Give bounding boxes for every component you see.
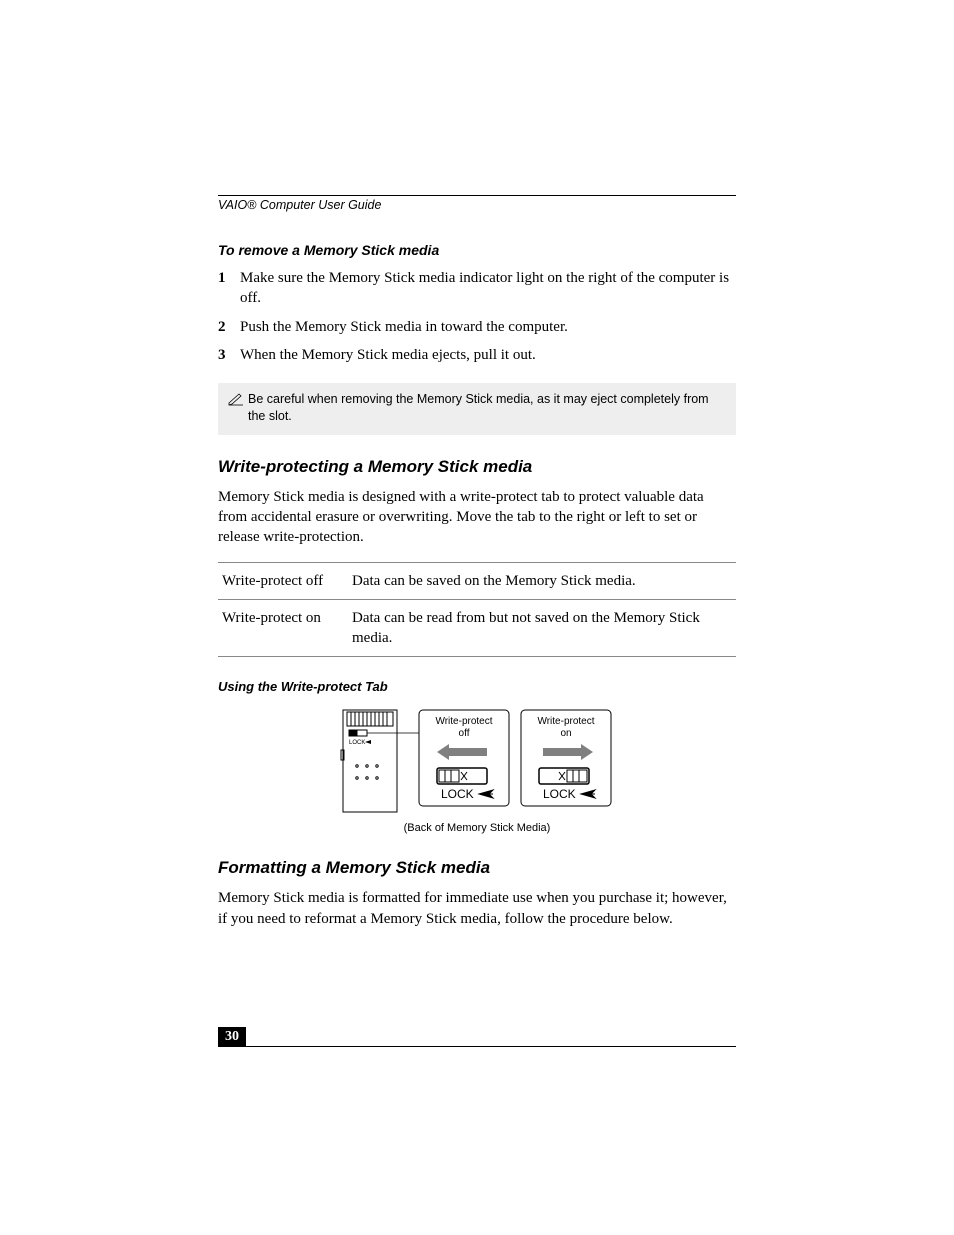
on-label-1: Write-protect <box>537 716 594 727</box>
desc-cell: Data can be read from but not saved on t… <box>348 599 736 657</box>
step-number: 1 <box>218 268 240 309</box>
step-text: Push the Memory Stick media in toward th… <box>240 317 736 337</box>
off-label-1: Write-protect <box>435 716 492 727</box>
note-box: Be careful when removing the Memory Stic… <box>218 383 736 435</box>
header-rule <box>218 195 736 196</box>
footer-rule <box>218 1046 736 1047</box>
writeprotect-intro: Memory Stick media is designed with a wr… <box>218 487 736 548</box>
lock-label-on: LOCK <box>543 787 576 801</box>
lock-label-off: LOCK <box>441 787 474 801</box>
on-label-2: on <box>560 728 571 739</box>
note-text: Be careful when removing the Memory Stic… <box>248 391 726 425</box>
desc-cell: Data can be saved on the Memory Stick me… <box>348 562 736 599</box>
figure-caption: Using the Write-protect Tab <box>218 679 736 694</box>
section-title-remove: To remove a Memory Stick media <box>218 242 736 258</box>
running-header: VAIO® Computer User Guide <box>218 198 736 212</box>
step-row: 2 Push the Memory Stick media in toward … <box>218 317 736 337</box>
small-lock-label: LOCK <box>349 740 365 746</box>
table-row: Write-protect off Data can be saved on t… <box>218 562 736 599</box>
writeprotect-diagram: LOCK Write-protect off LOCK <box>337 704 617 816</box>
step-number: 2 <box>218 317 240 337</box>
writeprotect-table: Write-protect off Data can be saved on t… <box>218 562 736 658</box>
page-number: 30 <box>218 1027 246 1047</box>
step-text: When the Memory Stick media ejects, pull… <box>240 345 736 365</box>
diagram-back-caption: (Back of Memory Stick Media) <box>218 822 736 834</box>
step-row: 1 Make sure the Memory Stick media indic… <box>218 268 736 309</box>
step-row: 3 When the Memory Stick media ejects, pu… <box>218 345 736 365</box>
format-intro: Memory Stick media is formatted for imme… <box>218 888 736 929</box>
document-page: VAIO® Computer User Guide To remove a Me… <box>0 0 954 929</box>
section-title-format: Formatting a Memory Stick media <box>218 858 736 878</box>
off-label-2: off <box>459 728 470 739</box>
page-footer: 30 <box>218 1027 736 1047</box>
steps-list: 1 Make sure the Memory Stick media indic… <box>218 268 736 365</box>
section-title-writeprotect: Write-protecting a Memory Stick media <box>218 457 736 477</box>
step-text: Make sure the Memory Stick media indicat… <box>240 268 736 309</box>
term-cell: Write-protect on <box>218 599 348 657</box>
term-cell: Write-protect off <box>218 562 348 599</box>
step-number: 3 <box>218 345 240 365</box>
table-row: Write-protect on Data can be read from b… <box>218 599 736 657</box>
note-icon <box>228 391 248 425</box>
